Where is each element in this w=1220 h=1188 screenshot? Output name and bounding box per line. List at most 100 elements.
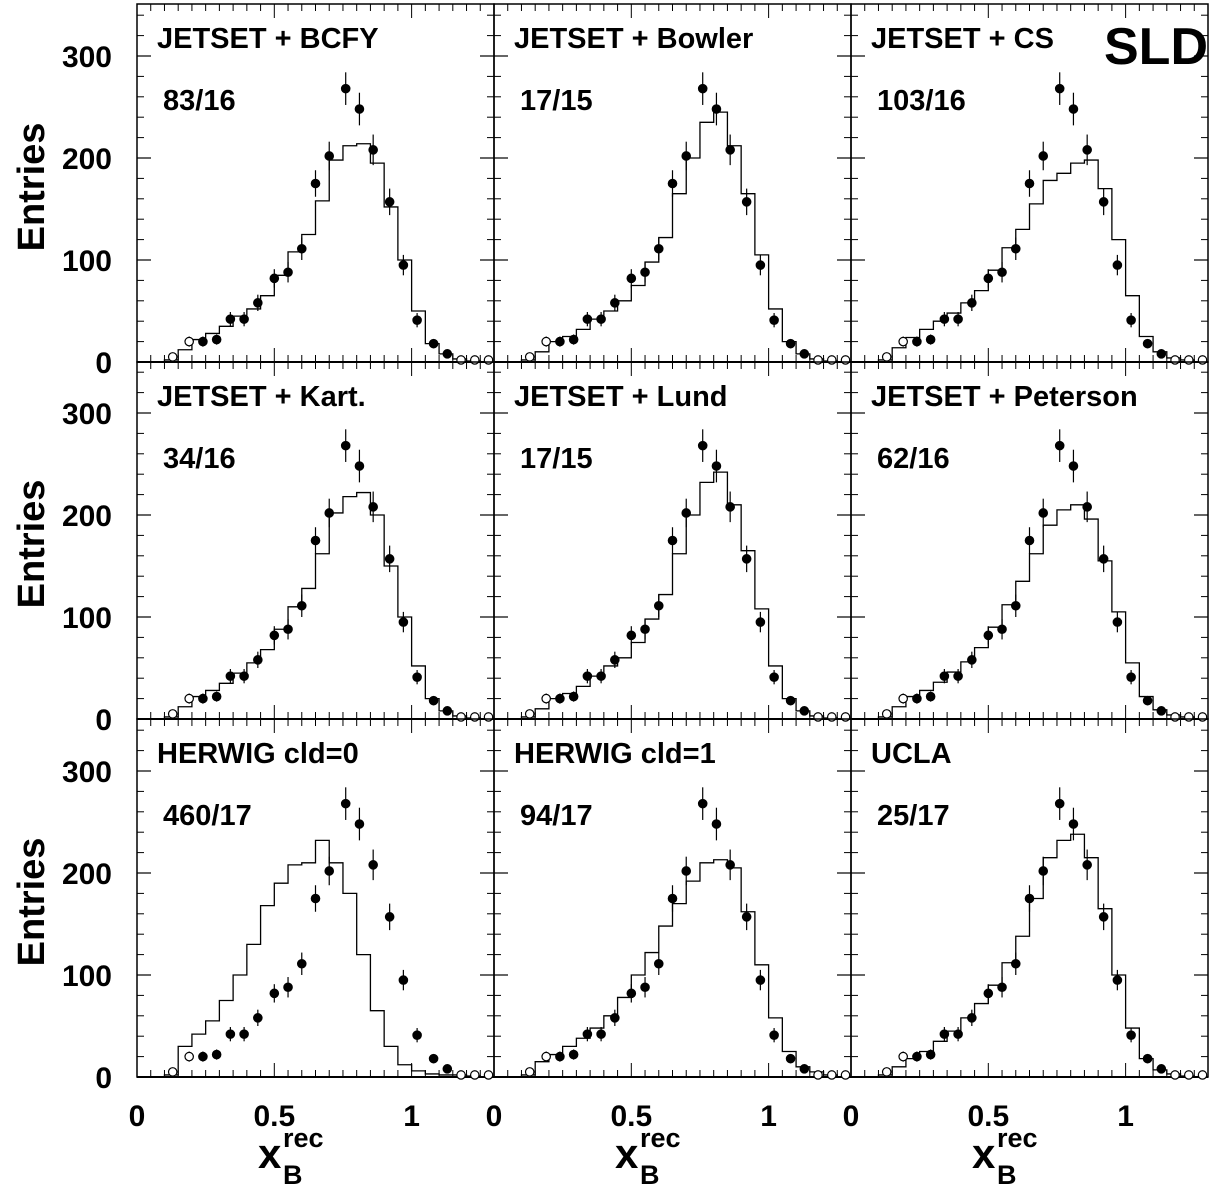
data-point <box>953 669 963 684</box>
data-point <box>799 349 810 359</box>
data-marker-open <box>840 355 851 365</box>
panel-model-label: HERWIG cld=0 <box>157 738 359 770</box>
data-marker <box>398 617 409 627</box>
data-point <box>184 336 194 347</box>
x-tick-label: 1 <box>1117 1100 1134 1133</box>
panel-model-label: UCLA <box>871 738 952 770</box>
data-point <box>697 787 708 820</box>
y-axis-title: Entries <box>11 838 53 967</box>
data-point <box>555 336 565 347</box>
data-point <box>296 237 307 260</box>
data-point <box>1098 545 1109 573</box>
x-tick-label: 0.5 <box>967 1100 1009 1133</box>
data-point <box>167 709 178 719</box>
data-marker <box>1068 461 1079 471</box>
data-point <box>755 254 766 276</box>
data-point <box>354 92 365 126</box>
data-marker <box>626 988 637 999</box>
data-marker <box>296 958 307 969</box>
data-point <box>412 1028 422 1043</box>
data-point <box>239 312 249 327</box>
data-marker <box>1068 819 1079 829</box>
data-point <box>253 294 263 311</box>
data-point <box>626 984 637 1003</box>
data-point <box>296 594 307 617</box>
data-marker <box>939 314 950 324</box>
data-marker <box>610 1013 620 1023</box>
data-point <box>596 669 606 684</box>
data-point <box>269 269 280 288</box>
data-marker <box>769 1030 779 1040</box>
data-marker <box>310 893 321 904</box>
data-marker-open <box>184 693 194 704</box>
data-point <box>610 1009 620 1026</box>
data-marker <box>925 334 936 345</box>
data-marker <box>596 314 606 324</box>
data-marker-open <box>184 336 194 347</box>
data-point <box>626 626 637 645</box>
data-point <box>1126 313 1136 328</box>
data-point <box>785 695 796 706</box>
data-point <box>1142 695 1153 706</box>
data-marker <box>799 706 810 716</box>
data-point <box>711 449 722 483</box>
data-marker <box>442 349 453 359</box>
data-point <box>1038 141 1049 171</box>
data-marker <box>799 1064 810 1074</box>
data-marker <box>283 624 293 635</box>
data-marker-open <box>456 355 466 365</box>
x-axis-title-superscript: rec <box>283 1123 324 1153</box>
data-marker <box>269 988 280 999</box>
data-marker <box>667 178 678 189</box>
data-marker <box>1038 866 1049 876</box>
data-marker-open <box>469 712 480 722</box>
data-marker <box>412 672 422 682</box>
data-marker <box>354 819 365 829</box>
data-point <box>653 952 664 975</box>
data-point <box>1024 527 1035 554</box>
data-marker <box>225 314 236 324</box>
data-point <box>1038 498 1049 528</box>
data-marker <box>741 197 752 207</box>
data-marker <box>340 440 351 451</box>
panel-5: JETSET + Lund 17/15 <box>493 361 852 722</box>
data-point <box>925 691 936 702</box>
data-marker <box>1156 706 1167 716</box>
data-point <box>1068 449 1079 483</box>
data-point <box>541 336 551 347</box>
panel-9: UCLA 25/17 <box>850 718 1209 1080</box>
data-marker <box>412 315 422 325</box>
data-marker-open <box>1170 712 1180 722</box>
data-point <box>741 545 752 573</box>
data-point <box>211 334 222 345</box>
y-tick-label: 0 <box>95 704 112 737</box>
panel-chi2-label: 62/16 <box>877 443 950 475</box>
data-marker <box>412 1030 422 1040</box>
data-point <box>1010 594 1021 617</box>
data-point <box>785 1053 796 1064</box>
y-tick-label: 200 <box>62 143 112 176</box>
data-point <box>1054 787 1065 820</box>
data-marker <box>239 314 249 324</box>
data-point <box>1156 1064 1167 1074</box>
data-marker-open <box>483 1070 494 1080</box>
data-marker-open <box>167 352 178 362</box>
data-point <box>813 355 823 365</box>
data-marker <box>967 1013 977 1023</box>
data-point <box>1068 807 1079 841</box>
data-marker <box>1038 508 1049 518</box>
panel-chi2-label: 17/15 <box>520 443 593 475</box>
data-marker <box>324 866 335 876</box>
data-point <box>1126 670 1136 685</box>
data-point <box>953 1027 963 1042</box>
data-marker-open <box>456 1070 466 1080</box>
data-marker <box>1112 260 1123 270</box>
data-marker <box>667 535 678 546</box>
data-marker <box>555 1051 565 1062</box>
data-marker <box>653 600 664 611</box>
data-point <box>428 1053 439 1064</box>
x-axis-title-main: x <box>258 1130 282 1177</box>
x-tick-label: 0 <box>843 1100 860 1133</box>
